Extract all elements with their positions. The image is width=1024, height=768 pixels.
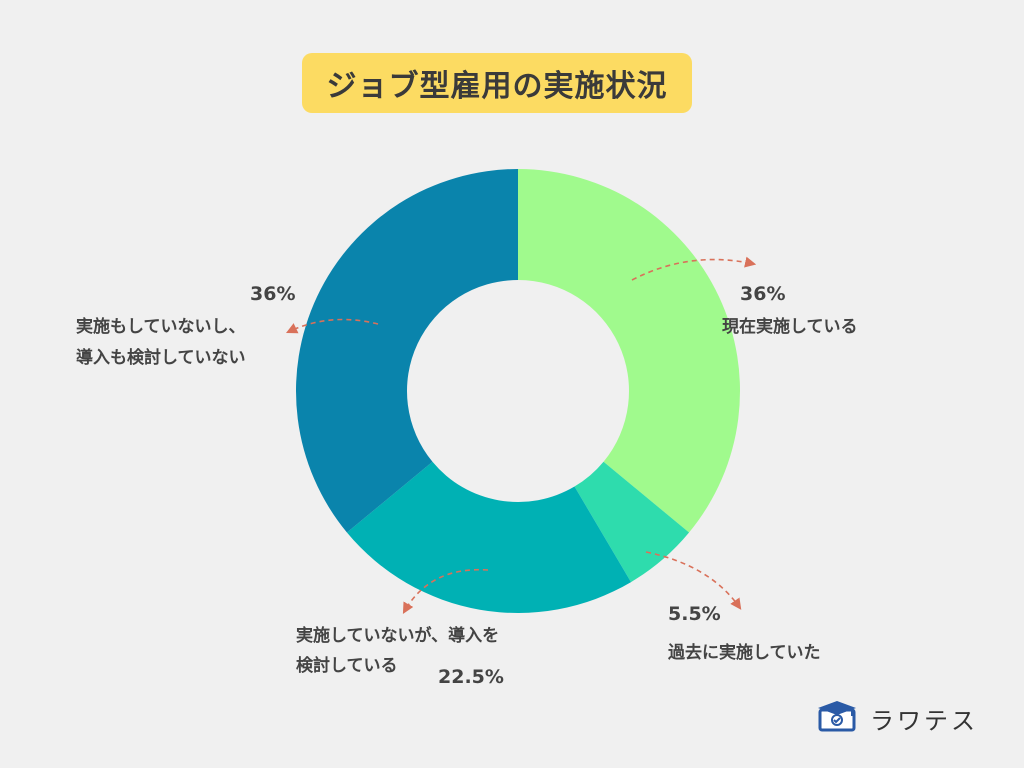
slice-none (295, 169, 518, 533)
value-label-none: 36% (250, 283, 295, 305)
logo-text: ラワテス (870, 706, 978, 735)
category-label-current: 現在実施している (722, 316, 858, 337)
value-label-past: 5.5% (668, 603, 721, 625)
brand-logo: ラワテス (814, 698, 978, 738)
category-label-none-line2: 導入も検討していない (76, 347, 246, 368)
leader-arrow-none (285, 318, 379, 334)
leader-arrow-current (631, 256, 757, 281)
category-label-considering: 実施していないが、導入を (296, 625, 499, 646)
slice-current (518, 169, 740, 533)
category-label-none: 実施もしていないし、 (76, 316, 246, 337)
slice-considering (346, 461, 632, 613)
leader-arrow-past (645, 551, 742, 610)
value-label-considering: 22.5% (438, 666, 504, 688)
category-label-considering-line2: 検討している (296, 655, 398, 676)
monitor-graduation-cap-icon (814, 698, 862, 738)
chart-title: ジョブ型雇用の実施状況 (302, 53, 692, 113)
category-label-past: 過去に実施していた (668, 642, 821, 663)
leader-arrow-considering (402, 568, 489, 614)
value-label-current: 36% (740, 283, 785, 305)
slice-past (574, 461, 690, 583)
